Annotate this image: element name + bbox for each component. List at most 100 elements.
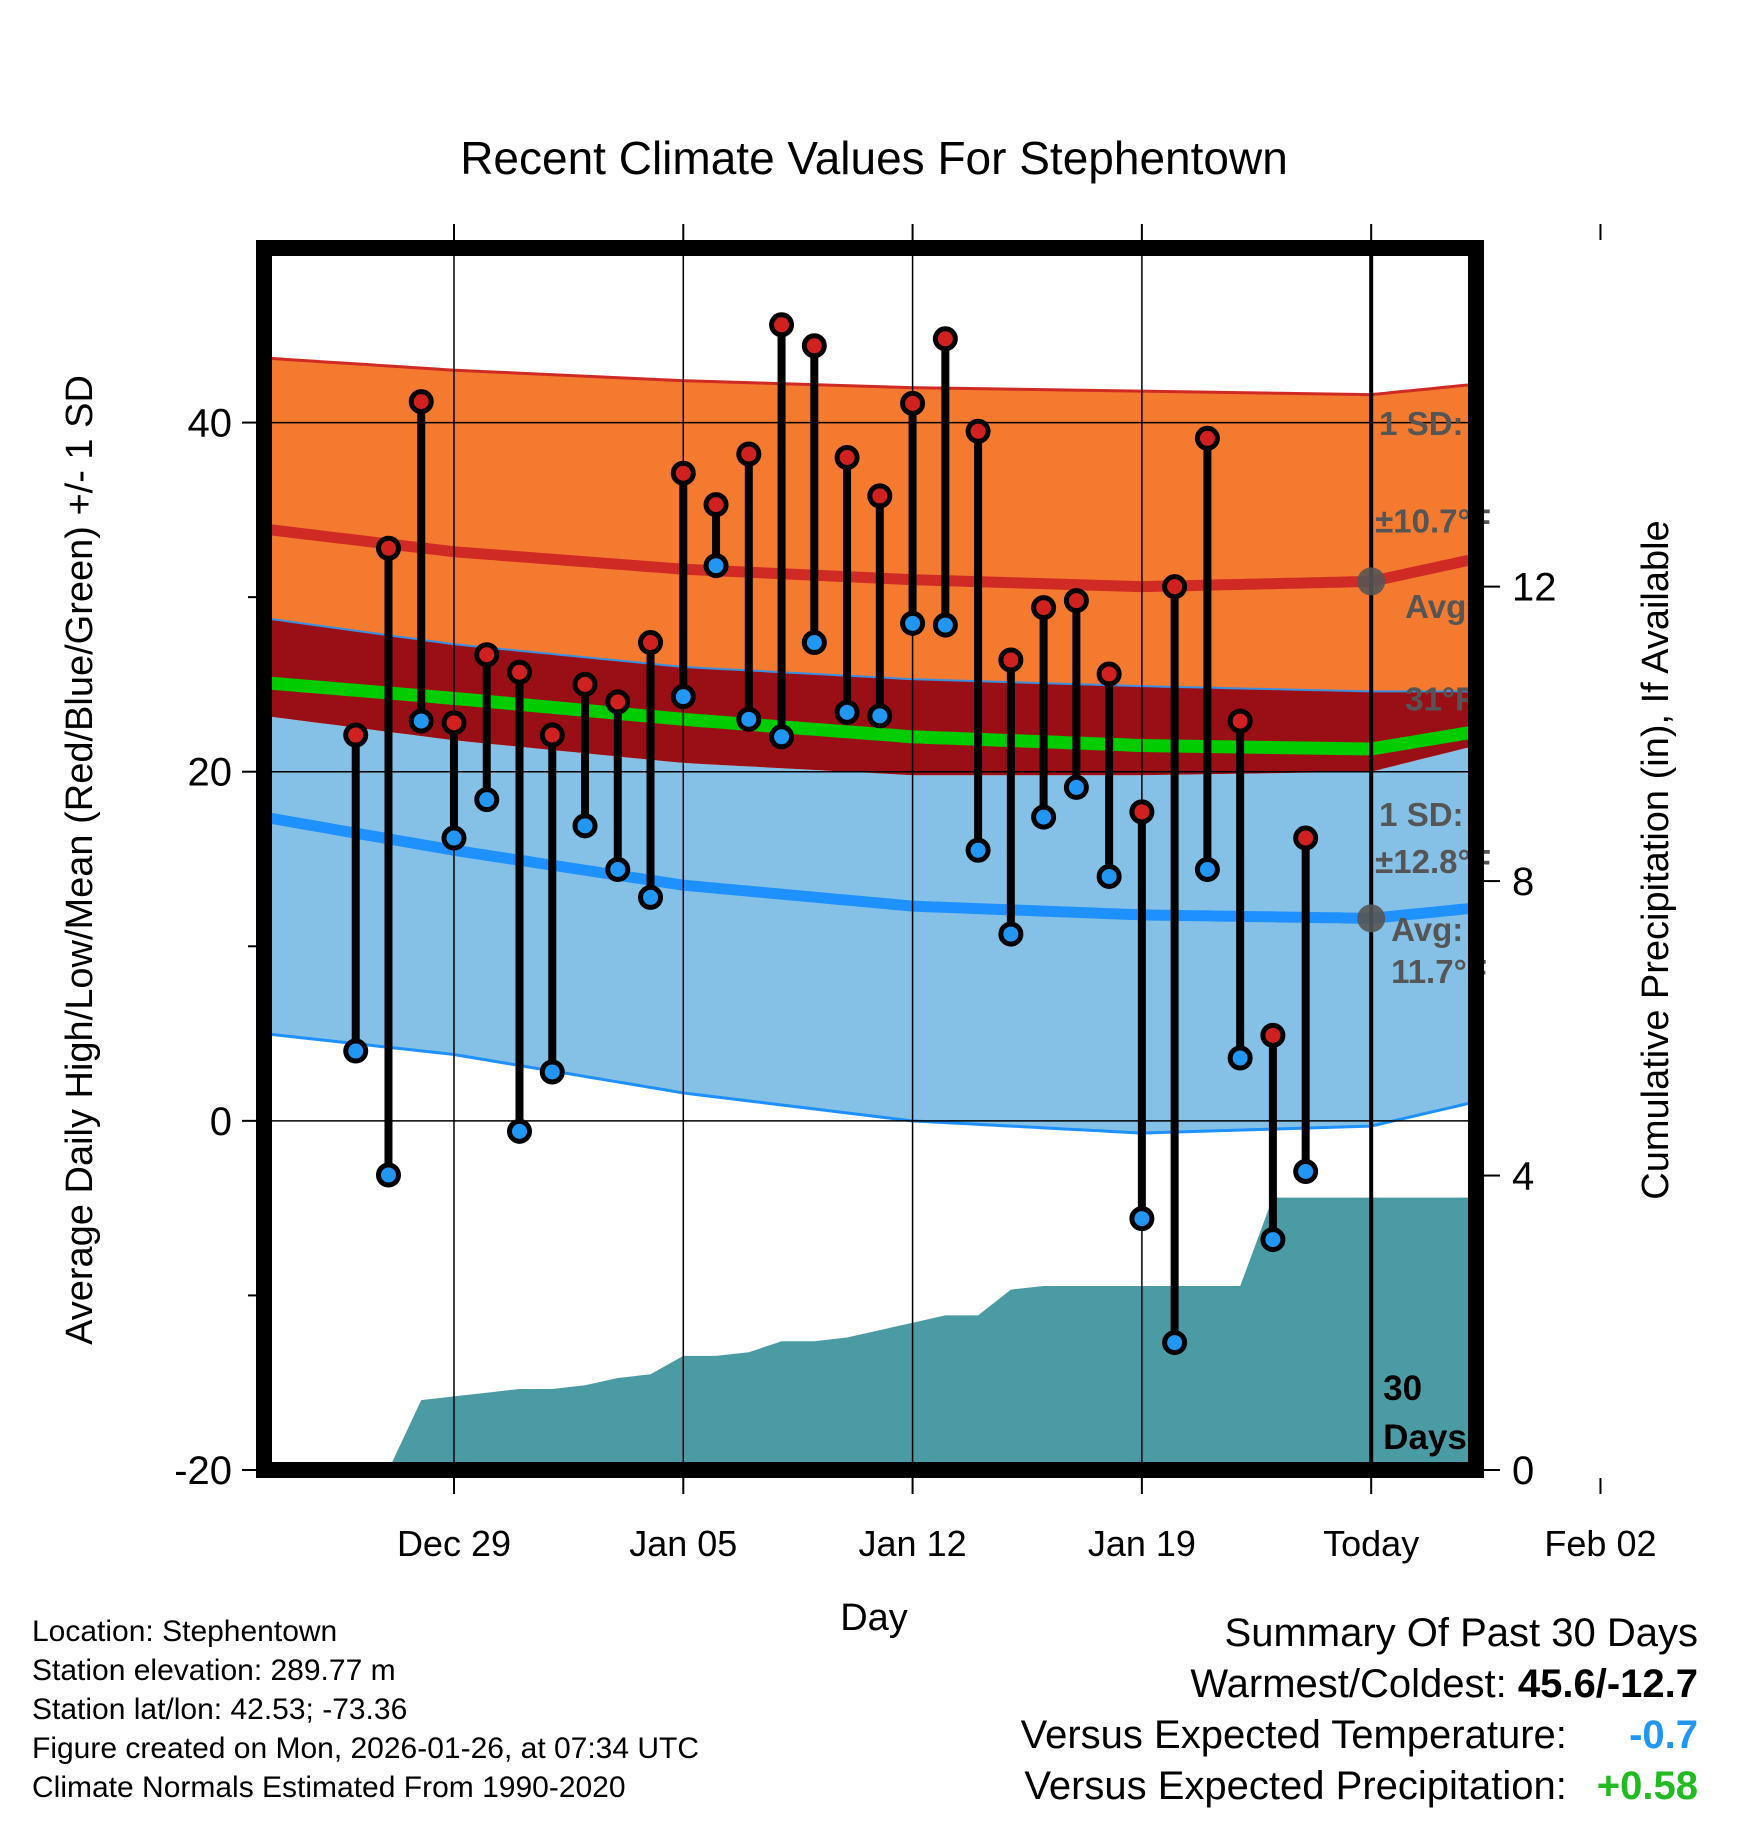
y2-tick-label: 0 (1512, 1449, 1534, 1493)
daily-low-point (1063, 774, 1089, 800)
daily-low-point (801, 630, 827, 656)
high-avg-label: Avg: (1405, 588, 1477, 625)
daily-high-point (736, 441, 762, 467)
y-tick-label: 40 (188, 402, 233, 446)
daily-low-point (408, 708, 434, 734)
low-avg-label: Avg: (1391, 911, 1463, 948)
temp-row: Versus Expected Temperature: -0.7 (1021, 1710, 1698, 1761)
high-sd-label: 1 SD: (1379, 405, 1463, 442)
daily-high-point (1162, 574, 1188, 600)
normal-mean-avg-line (264, 676, 1476, 756)
normal-high-upper-line (264, 356, 1476, 397)
daily-high-point (900, 390, 926, 416)
daily-high-point (703, 492, 729, 518)
x-tick-label: Jan 19 (1088, 1523, 1196, 1564)
daily-high-point (408, 389, 434, 415)
daily-high-point (1260, 1022, 1286, 1048)
y-tick-label: -20 (174, 1449, 232, 1493)
daily-high-point (605, 689, 631, 715)
elevation-text: Station elevation: 289.77 m (32, 1654, 396, 1687)
daily-high-point (1063, 588, 1089, 614)
daily-high-point (375, 535, 401, 561)
plot-inner (264, 0, 1476, 1470)
daily-low-point (1031, 804, 1057, 830)
high-avg-marker (1357, 567, 1386, 596)
daily-high-point (965, 418, 991, 444)
daily-low-point (670, 684, 696, 710)
daily-high-point (1293, 825, 1319, 851)
x-tick-label: Feb 02 (1544, 1523, 1656, 1564)
daily-low-point (375, 1162, 401, 1188)
daily-high-point (834, 444, 860, 470)
precip-row: Versus Expected Precipitation: +0.58 (1021, 1761, 1698, 1812)
daily-high-point (539, 722, 565, 748)
daily-high-point (1227, 708, 1253, 734)
daily-low-point (867, 703, 893, 729)
daily-high-point (998, 647, 1024, 673)
normal-low-avg-line (264, 811, 1476, 924)
created-text: Figure created on Mon, 2026-01-26, at 07… (32, 1732, 700, 1765)
warm-cold-value: 45.6/-12.7 (1517, 1662, 1698, 1706)
normal-high-band (264, 358, 1476, 692)
precip-label: Versus Expected Precipitation: (1024, 1764, 1567, 1808)
chart-title: Recent Climate Values For Stephentown (460, 132, 1288, 184)
daily-high-point (343, 722, 369, 748)
warm-cold-label: Warmest/Coldest: (1190, 1662, 1507, 1706)
daily-low-point (1194, 856, 1220, 882)
daily-low-point (1096, 863, 1122, 889)
low-avg-marker (1357, 904, 1386, 933)
location-text: Location: Stephentown (32, 1615, 338, 1648)
warm-cold-row: Warmest/Coldest: 45.6/-12.7 (1021, 1659, 1698, 1710)
daily-low-point (834, 699, 860, 725)
low-sd-label: 1 SD: (1379, 796, 1463, 833)
daily-low-point (1129, 1206, 1155, 1232)
daily-high-point (474, 642, 500, 668)
daily-low-point (1162, 1330, 1188, 1356)
normal-high-avg-line (264, 523, 1476, 593)
daily-low-point (1227, 1045, 1253, 1071)
daily-low-point (507, 1118, 533, 1144)
x-axis-label: Day (840, 1597, 908, 1639)
latlon-text: Station lat/lon: 42.53; -73.36 (32, 1693, 408, 1726)
x-tick-label: Dec 29 (397, 1523, 511, 1564)
y2-tick-label: 4 (1512, 1155, 1534, 1199)
daily-high-point (1194, 425, 1220, 451)
today-days-number: 30 (1383, 1369, 1422, 1408)
daily-low-point (539, 1059, 565, 1085)
summary-panel: Summary Of Past 30 Days Warmest/Coldest:… (1021, 1608, 1698, 1812)
daily-high-point (638, 630, 664, 656)
daily-low-point (736, 706, 762, 732)
plot-frame (256, 240, 1484, 1478)
daily-low-point (703, 553, 729, 579)
normal-high-lower-line (264, 617, 1476, 693)
normal-low-band (264, 715, 1476, 1133)
daily-high-point (572, 671, 598, 697)
daily-high-point (1031, 595, 1057, 621)
daily-high-point (1096, 661, 1122, 687)
today-days-word: Days (1383, 1418, 1467, 1457)
daily-low-point (1328, 0, 1348, 10)
y2-axis-label: Cumulative Precipitation (in), If Availa… (1635, 520, 1677, 1199)
daily-low-point (900, 610, 926, 636)
station-info: Location: Stephentown Station elevation:… (32, 1612, 699, 1807)
daily-high-point (507, 659, 533, 685)
daily-low-point (932, 612, 958, 638)
daily-high-point (670, 460, 696, 486)
daily-high-point (1328, 0, 1348, 10)
x-tick-label: Jan 12 (859, 1523, 967, 1564)
daily-low-point (965, 837, 991, 863)
daily-high-point (801, 333, 827, 359)
y2-tick-label: 8 (1512, 860, 1534, 904)
daily-low-point (441, 825, 467, 851)
temp-label: Versus Expected Temperature: (1020, 1713, 1567, 1757)
daily-low-point (474, 787, 500, 813)
daily-low-point (605, 856, 631, 882)
daily-low-point (769, 724, 795, 750)
summary-title: Summary Of Past 30 Days (1224, 1611, 1698, 1655)
daily-low-point (638, 884, 664, 910)
daily-low-point (572, 813, 598, 839)
y-axis-label: Average Daily High/Low/Mean (Red/Blue/Gr… (59, 375, 101, 1345)
precip-value: +0.58 (1596, 1764, 1698, 1808)
